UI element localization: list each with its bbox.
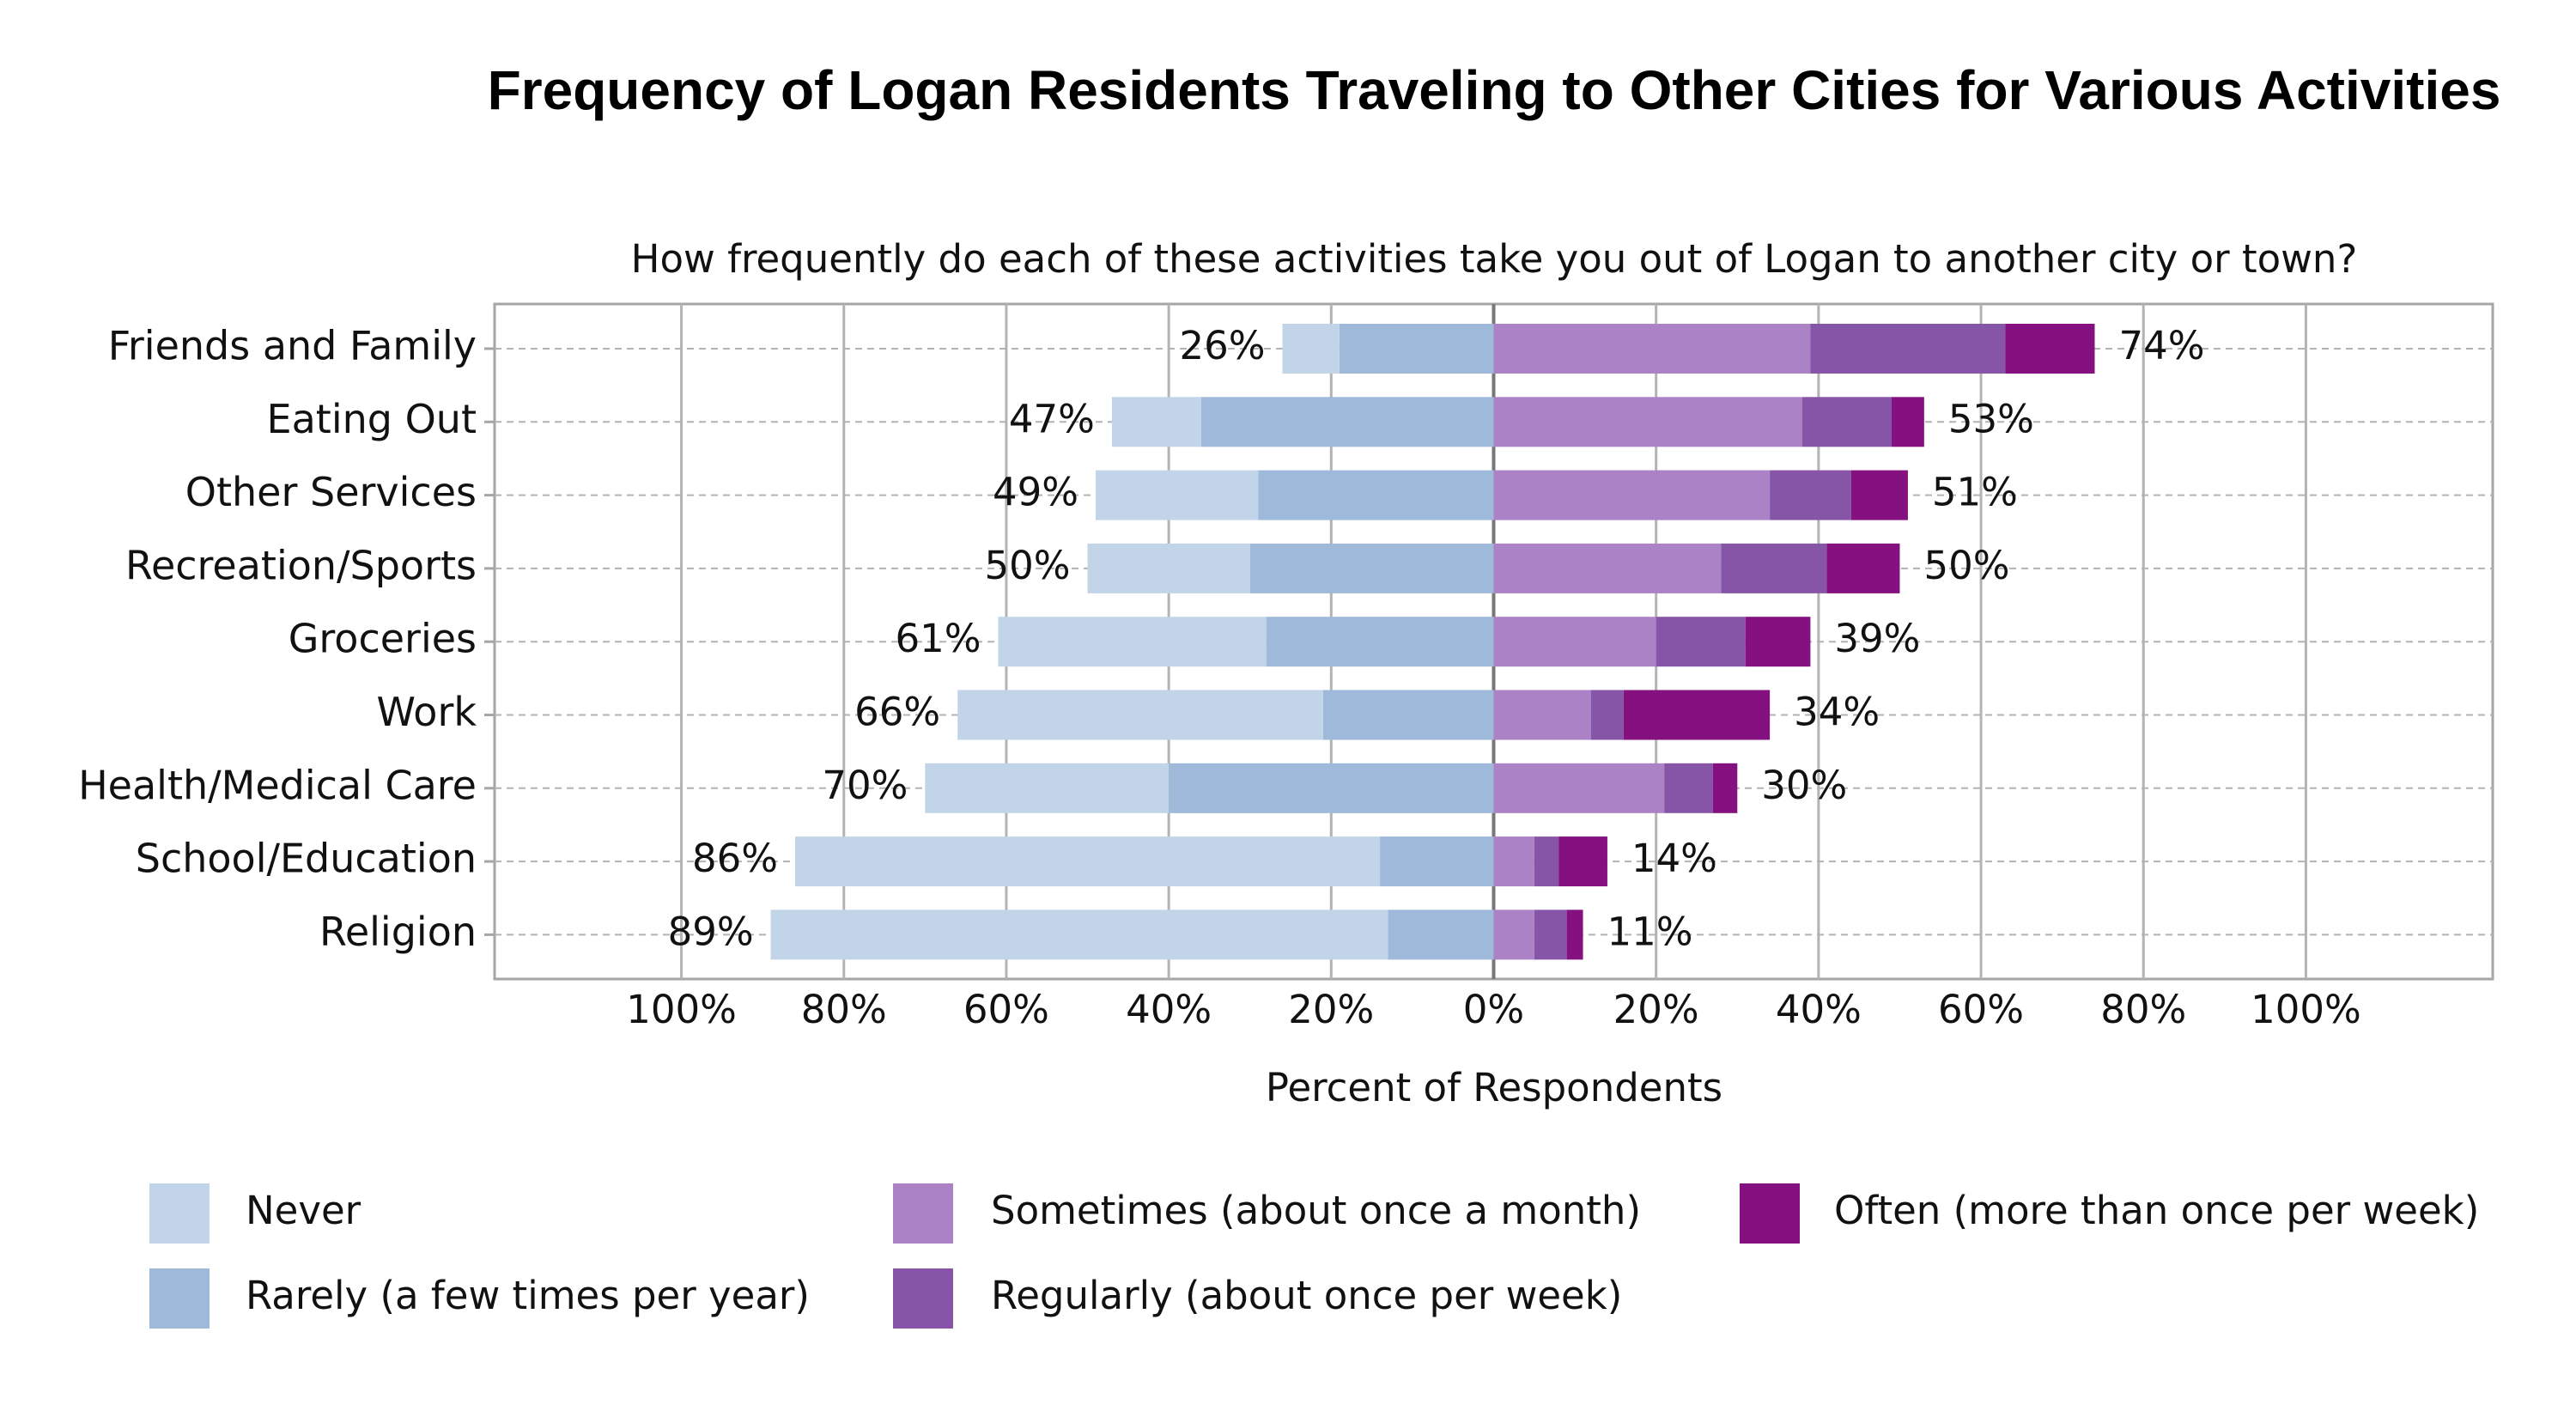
bar-segment — [1322, 690, 1494, 740]
bar-segment — [957, 690, 1323, 740]
x-tick-label: 60% — [1938, 987, 2024, 1032]
bar-segment — [1558, 836, 1607, 887]
bar-segment — [1087, 543, 1250, 593]
right-total-label: 50% — [1923, 543, 2009, 588]
bar-segment — [1266, 617, 1494, 667]
legend-label: Regularly (about once per week) — [991, 1273, 1622, 1318]
x-tick-label: 0% — [1463, 987, 1524, 1032]
bar-segment — [1623, 690, 1771, 740]
legend-swatch — [893, 1183, 953, 1244]
bar-segment — [1249, 543, 1494, 593]
bar-segment — [1339, 324, 1494, 374]
x-tick-label: 60% — [963, 987, 1049, 1032]
bar-segment — [1721, 543, 1827, 593]
category-label: Groceries — [289, 616, 477, 662]
bar-segment — [1591, 690, 1624, 740]
bar-segment — [1493, 909, 1534, 960]
category-label: School/Education — [136, 836, 477, 882]
x-axis-title: Percent of Respondents — [1266, 1065, 1722, 1110]
right-total-label: 14% — [1631, 836, 1717, 881]
bar-segment — [1282, 324, 1340, 374]
bar-segment — [1169, 763, 1494, 813]
legend-label: Rarely (a few times per year) — [246, 1273, 810, 1318]
bar-segment — [1745, 617, 1811, 667]
x-tick-label: 80% — [801, 987, 887, 1032]
category-label: Other Services — [185, 469, 477, 515]
x-tick-label: 80% — [2100, 987, 2186, 1032]
right-total-label: 30% — [1761, 763, 1847, 808]
left-total-label: 26% — [1180, 323, 1266, 368]
bar-segment — [1712, 763, 1738, 813]
category-label: Work — [377, 689, 477, 735]
bar-segment — [1534, 836, 1559, 887]
right-total-label: 39% — [1834, 616, 1920, 661]
x-tick-label: 100% — [626, 987, 737, 1032]
right-total-label: 11% — [1607, 909, 1693, 954]
bar-segment — [1258, 470, 1494, 520]
bar-segment — [1493, 470, 1771, 520]
bar-segment — [2005, 324, 2095, 374]
x-tick-label: 40% — [1776, 987, 1862, 1032]
bar-segment — [998, 617, 1267, 667]
bar-segment — [1380, 836, 1494, 887]
chart-title: Frequency of Logan Residents Traveling t… — [487, 59, 2501, 121]
left-total-label: 86% — [692, 836, 778, 881]
category-label: Recreation/Sports — [125, 542, 477, 588]
bar-segment — [1810, 324, 2006, 374]
legend-label: Sometimes (about once a month) — [991, 1188, 1641, 1233]
bar-segment — [1566, 909, 1583, 960]
legend-label: Often (more than once per week) — [1834, 1188, 2479, 1233]
bar-segment — [1534, 909, 1567, 960]
legend-swatch — [893, 1268, 953, 1329]
bar-segment — [1493, 324, 1811, 374]
bar-segment — [794, 836, 1381, 887]
x-tick-label: 100% — [2251, 987, 2361, 1032]
left-total-label: 49% — [993, 470, 1078, 515]
right-total-label: 74% — [2118, 323, 2204, 368]
bar-segment — [925, 763, 1170, 813]
bar-segment — [1801, 397, 1893, 447]
bar-segment — [1493, 690, 1592, 740]
right-total-label: 34% — [1794, 690, 1880, 735]
left-total-label: 47% — [1009, 396, 1095, 441]
bar-segment — [1388, 909, 1494, 960]
left-total-label: 70% — [822, 763, 908, 808]
bar-segment — [770, 909, 1388, 960]
category-label: Friends and Family — [108, 323, 477, 369]
x-tick-label: 20% — [1613, 987, 1699, 1032]
category-label: Health/Medical Care — [78, 762, 477, 808]
bar-segment — [1095, 470, 1259, 520]
x-tick-label: 20% — [1288, 987, 1374, 1032]
right-total-label: 51% — [1932, 470, 2018, 515]
bar-segment — [1493, 543, 1722, 593]
legend-swatch — [149, 1183, 210, 1244]
legend-label: Never — [246, 1188, 361, 1233]
bar-segment — [1892, 397, 1924, 447]
left-total-label: 89% — [668, 909, 754, 954]
bar-segment — [1200, 397, 1494, 447]
bar-segment — [1656, 617, 1746, 667]
bar-segment — [1493, 617, 1656, 667]
x-tick-label: 40% — [1126, 987, 1212, 1032]
bar-segment — [1826, 543, 1900, 593]
left-total-label: 66% — [854, 690, 940, 735]
bar-segment — [1770, 470, 1851, 520]
bar-segment — [1493, 397, 1802, 447]
right-total-label: 53% — [1948, 396, 2034, 441]
bar-segment — [1111, 397, 1201, 447]
left-total-label: 61% — [895, 616, 981, 661]
left-total-label: 50% — [985, 543, 1071, 588]
bar-segment — [1850, 470, 1908, 520]
bar-segment — [1664, 763, 1713, 813]
bar-segment — [1493, 763, 1665, 813]
category-label: Religion — [319, 909, 477, 955]
legend-swatch — [149, 1268, 210, 1329]
legend-swatch — [1740, 1183, 1800, 1244]
bar-segment — [1493, 836, 1534, 887]
chart-subtitle: How frequently do each of these activiti… — [631, 236, 2358, 282]
category-label: Eating Out — [267, 396, 477, 442]
